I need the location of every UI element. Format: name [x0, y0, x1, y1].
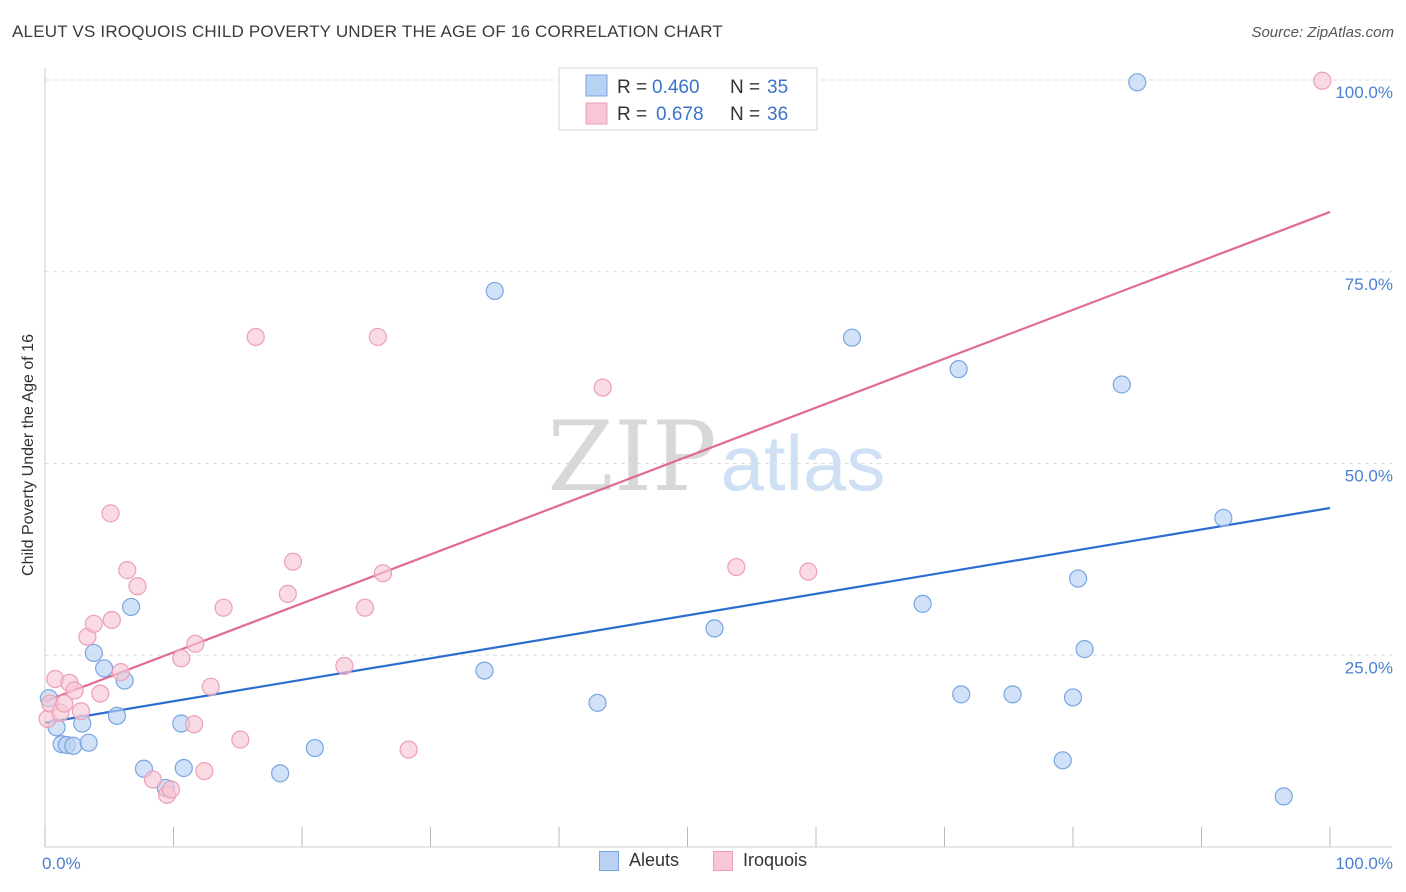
iroquois-point-26	[246, 327, 265, 347]
iroquois-swatch	[712, 850, 733, 871]
iroquois-point-37	[1313, 71, 1332, 90]
legend-n-value-iroquois: 36	[767, 104, 788, 125]
series-legend-aleuts: Aleuts	[598, 850, 679, 871]
legend-r-label-iroquois: R =	[617, 104, 647, 125]
aleuts-point-34	[1274, 787, 1293, 806]
iroquois-point-6	[65, 681, 84, 700]
y-tick-label-3: 25.0%	[1345, 658, 1393, 677]
iroquois-point-27	[278, 584, 297, 603]
aleuts-point-21	[705, 619, 724, 638]
aleuts-point-4	[64, 736, 83, 755]
aleuts-point-27	[1053, 751, 1072, 770]
iroquois-point-35	[727, 557, 746, 577]
gridlines	[45, 79, 1392, 656]
legend: R = 0.460 N = 35 R = 0.678 N = 36	[558, 67, 818, 131]
iroquois-point-13	[111, 663, 130, 682]
aleuts-swatch	[598, 850, 619, 871]
legend-swatch-iroquois	[585, 102, 608, 125]
aleuts-point-29	[1069, 569, 1088, 588]
iroquois-point-22	[195, 761, 214, 781]
iroquois-label: Iroquois	[742, 850, 808, 870]
iroquois-point-23	[201, 677, 220, 696]
iroquois-point-10	[91, 684, 110, 703]
legend-n-label-aleuts: N =	[730, 77, 760, 98]
x-tick-label-1: 100.0%	[1335, 854, 1393, 873]
y-tick-label-1: 75.0%	[1345, 275, 1393, 294]
aleuts-point-26	[1003, 685, 1022, 704]
aleuts-point-30	[1075, 640, 1094, 659]
iroquois-point-32	[373, 564, 393, 583]
aleuts-point-33	[1214, 508, 1233, 528]
aleuts-point-15	[174, 758, 193, 778]
iroquois-point-24	[214, 598, 233, 617]
chart-title: ALEUT VS IROQUOIS CHILD POVERTY UNDER TH…	[12, 22, 723, 41]
legend-swatch-aleuts	[585, 74, 608, 97]
axes	[44, 68, 1392, 848]
aleuts-point-7	[84, 643, 103, 663]
legend-r-label-aleuts: R =	[617, 77, 647, 98]
aleuts-point-6	[79, 733, 98, 752]
iroquois-point-9	[84, 614, 103, 633]
aleuts-point-19	[485, 281, 504, 301]
trend-lines	[44, 210, 1331, 724]
x-tick-label-0: 0.0%	[42, 854, 81, 873]
aleuts-point-18	[475, 661, 494, 680]
legend-n-label-iroquois: N =	[730, 104, 760, 125]
aleuts-point-8	[95, 659, 114, 678]
source-credit: Source: ZipAtlas.com	[1251, 24, 1394, 41]
aleuts-point-11	[121, 597, 141, 617]
watermark-zip: ZIP	[547, 401, 716, 513]
iroquois-point-33	[399, 740, 418, 759]
aleuts-point-23	[913, 594, 932, 613]
aleuts-label: Aleuts	[628, 850, 679, 870]
iroquois-point-4	[55, 694, 74, 713]
iroquois-point-25	[231, 730, 250, 749]
iroquois-point-34	[593, 378, 612, 397]
iroquois-point-19	[172, 649, 191, 668]
iroquois-point-30	[355, 598, 375, 617]
iroquois-point-20	[184, 715, 204, 734]
tick-labels: 100.0% 75.0% 50.0% 25.0% 0.0% 100.0%	[42, 83, 1393, 873]
watermark-atlas: atlas	[721, 419, 886, 507]
iroquois-point-12	[102, 610, 121, 630]
y-axis-title: Child Poverty Under the Age of 16	[20, 334, 37, 576]
aleuts-point-31	[1112, 375, 1131, 394]
iroquois-point-16	[143, 770, 163, 789]
aleuts-point-16	[271, 764, 290, 783]
iroquois-point-15	[128, 577, 147, 596]
y-tick-label-0: 100.0%	[1335, 83, 1393, 102]
iroquois-point-28	[283, 552, 303, 571]
iroquois-point-18	[161, 780, 181, 799]
aleuts-point-25	[952, 685, 971, 704]
iroquois-point-7	[71, 702, 91, 721]
series-legend-iroquois: Iroquois	[712, 850, 808, 871]
iroquois-point-29	[335, 656, 354, 676]
aleuts-point-9	[107, 706, 127, 725]
aleuts-point-17	[305, 738, 324, 758]
aleuts-point-28	[1063, 688, 1083, 707]
data-points	[38, 71, 1332, 806]
legend-r-value-aleuts: 0.460	[652, 77, 700, 98]
aleuts-point-32	[1128, 73, 1147, 92]
legend-n-value-aleuts: 35	[767, 77, 788, 98]
iroquois-point-14	[118, 561, 137, 580]
iroquois-point-21	[186, 634, 205, 653]
aleuts-trend-line	[44, 506, 1331, 724]
aleuts-point-20	[588, 693, 607, 712]
series-legend: Aleuts Iroquois	[0, 850, 1406, 871]
iroquois-point-31	[368, 327, 387, 347]
iroquois-trend-line	[44, 210, 1331, 703]
aleuts-point-24	[949, 360, 968, 379]
iroquois-point-11	[101, 504, 120, 523]
legend-r-value-iroquois: 0.678	[656, 104, 704, 125]
aleuts-point-22	[842, 328, 862, 347]
iroquois-point-36	[799, 562, 818, 581]
y-tick-label-2: 50.0%	[1345, 467, 1393, 486]
